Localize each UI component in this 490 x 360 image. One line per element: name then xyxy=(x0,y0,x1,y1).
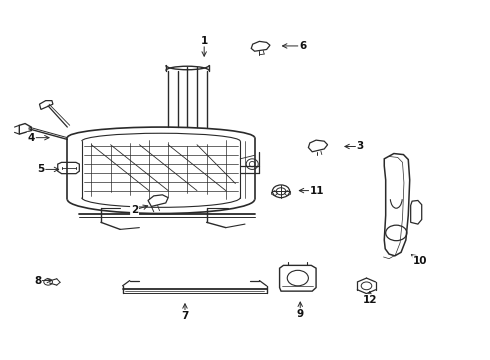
Text: 8: 8 xyxy=(34,275,41,285)
Text: 4: 4 xyxy=(27,133,35,143)
Text: 11: 11 xyxy=(310,186,324,195)
Text: 10: 10 xyxy=(413,256,427,266)
Text: 1: 1 xyxy=(200,36,208,46)
Text: 12: 12 xyxy=(363,295,377,305)
Text: 2: 2 xyxy=(131,205,138,215)
Text: 3: 3 xyxy=(357,141,364,152)
Text: 7: 7 xyxy=(181,311,189,321)
Text: 9: 9 xyxy=(296,309,304,319)
Text: 5: 5 xyxy=(37,165,45,174)
Text: 6: 6 xyxy=(299,41,306,51)
